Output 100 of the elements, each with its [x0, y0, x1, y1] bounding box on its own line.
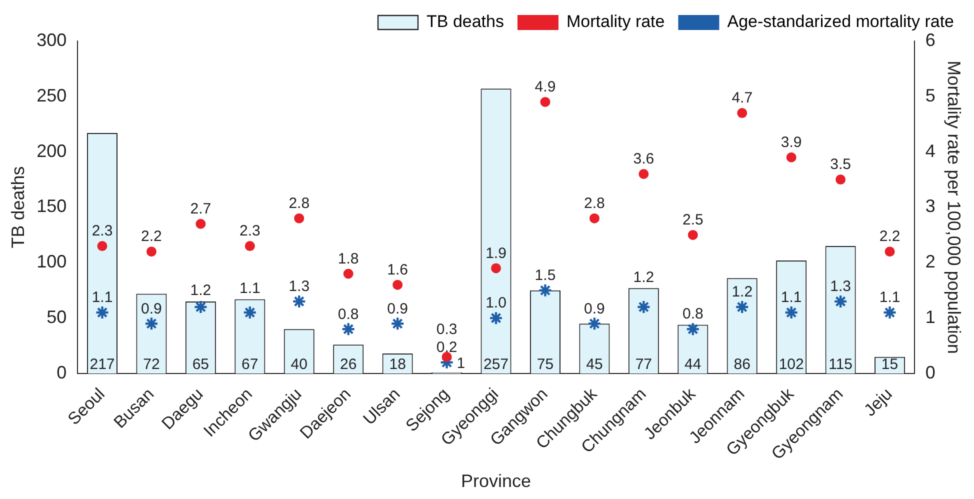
point	[488, 310, 504, 326]
point	[491, 263, 502, 274]
data-label: 115	[828, 356, 853, 374]
point	[540, 96, 550, 107]
y-tick-label: 300	[36, 30, 67, 50]
data-label: 1.9	[486, 244, 506, 262]
data-label: 2.8	[288, 194, 310, 212]
data-label: 0.9	[141, 300, 162, 318]
data-label: 217	[90, 356, 115, 374]
point	[589, 213, 600, 224]
point	[688, 230, 698, 240]
y2-tick-label: 4	[925, 140, 936, 161]
point	[882, 305, 897, 320]
data-label: 2.2	[141, 228, 162, 246]
data-label: 75	[536, 356, 554, 374]
data-label: 1.2	[190, 282, 212, 300]
data-label: 0.9	[584, 300, 605, 318]
data-label: 2.2	[879, 228, 900, 246]
point	[784, 305, 798, 320]
data-label: 0.9	[387, 300, 408, 318]
y-tick-label: 100	[36, 252, 67, 272]
data-label: 1.1	[239, 280, 260, 297]
data-label: 40	[290, 356, 308, 374]
data-label: 1.1	[879, 289, 900, 306]
point	[392, 280, 403, 290]
point	[97, 241, 108, 252]
data-label: 102	[778, 356, 804, 374]
point	[833, 294, 848, 309]
point	[95, 305, 110, 320]
point	[737, 108, 748, 118]
point	[636, 300, 651, 314]
y-axis-title: TB deaths	[8, 166, 28, 248]
data-label: 3.9	[780, 134, 802, 152]
data-label: 65	[192, 356, 210, 374]
point	[786, 152, 796, 162]
data-label: 4.9	[534, 78, 556, 96]
y2-tick-label: 2	[925, 252, 936, 272]
data-label: 1.2	[732, 284, 753, 301]
data-label: 1.8	[338, 250, 359, 268]
data-label: 1.0	[486, 294, 506, 312]
data-label: 44	[684, 356, 702, 374]
point	[735, 300, 750, 314]
y-tick-label: 150	[36, 196, 67, 216]
data-label: 1.6	[387, 261, 408, 278]
point	[884, 246, 895, 257]
data-label: 4.7	[732, 90, 753, 107]
point	[538, 283, 552, 298]
data-label: 45	[586, 356, 603, 374]
y-tick-label: 200	[36, 140, 67, 161]
data-label: 1.2	[633, 268, 654, 286]
x-tick-label: Jeju	[860, 384, 896, 420]
point	[196, 218, 206, 229]
data-label: 0.8	[682, 305, 704, 322]
data-label: 1.1	[92, 289, 113, 306]
y2-tick-label: 6	[925, 30, 936, 50]
data-label: 1.3	[288, 278, 310, 296]
y2-tick-label: 1	[925, 307, 936, 328]
y-tick-label: 0	[56, 362, 67, 382]
data-label: 2.3	[92, 222, 113, 240]
data-label: 67	[242, 356, 258, 374]
data-label: 2.5	[682, 212, 704, 229]
point	[294, 213, 304, 224]
data-label: 0.3	[436, 321, 458, 338]
data-label: 1	[456, 355, 466, 372]
point	[390, 316, 405, 331]
data-label: 15	[881, 356, 898, 374]
y-tick-label: 250	[36, 85, 67, 106]
y2-tick-label: 5	[925, 85, 936, 106]
point	[292, 294, 306, 309]
point	[587, 316, 602, 331]
point	[442, 352, 452, 362]
x-axis-title: Province	[460, 471, 532, 492]
legend-label: TB deaths	[426, 12, 504, 32]
data-label: 26	[340, 356, 357, 374]
data-label: 3.6	[633, 150, 654, 168]
point	[244, 241, 255, 252]
point	[343, 268, 354, 279]
legend-label: Mortality rate	[566, 12, 665, 32]
point	[836, 174, 846, 185]
point	[686, 322, 700, 336]
data-label: 1.3	[830, 278, 851, 296]
data-label: 1.1	[780, 289, 802, 306]
point	[146, 246, 156, 257]
y-tick-label: 50	[46, 307, 67, 328]
data-label: 257	[483, 356, 509, 374]
data-label: 2.7	[190, 200, 212, 218]
data-label: 0.8	[338, 306, 359, 323]
legend-label: Age-standarized mortality rate	[727, 12, 954, 32]
data-label: 18	[389, 356, 406, 374]
data-label: 77	[635, 356, 652, 374]
y2-tick-label: 3	[925, 196, 936, 216]
data-label: 2.8	[584, 194, 605, 212]
point	[242, 305, 258, 320]
point	[144, 316, 159, 331]
data-label: 86	[734, 356, 750, 374]
point	[638, 168, 649, 179]
data-label: 3.5	[830, 156, 851, 174]
y2-axis-title: Mortality rate per 100,000 population	[944, 60, 964, 354]
data-label: 0.2	[436, 339, 458, 356]
data-label: 1.5	[534, 267, 556, 284]
